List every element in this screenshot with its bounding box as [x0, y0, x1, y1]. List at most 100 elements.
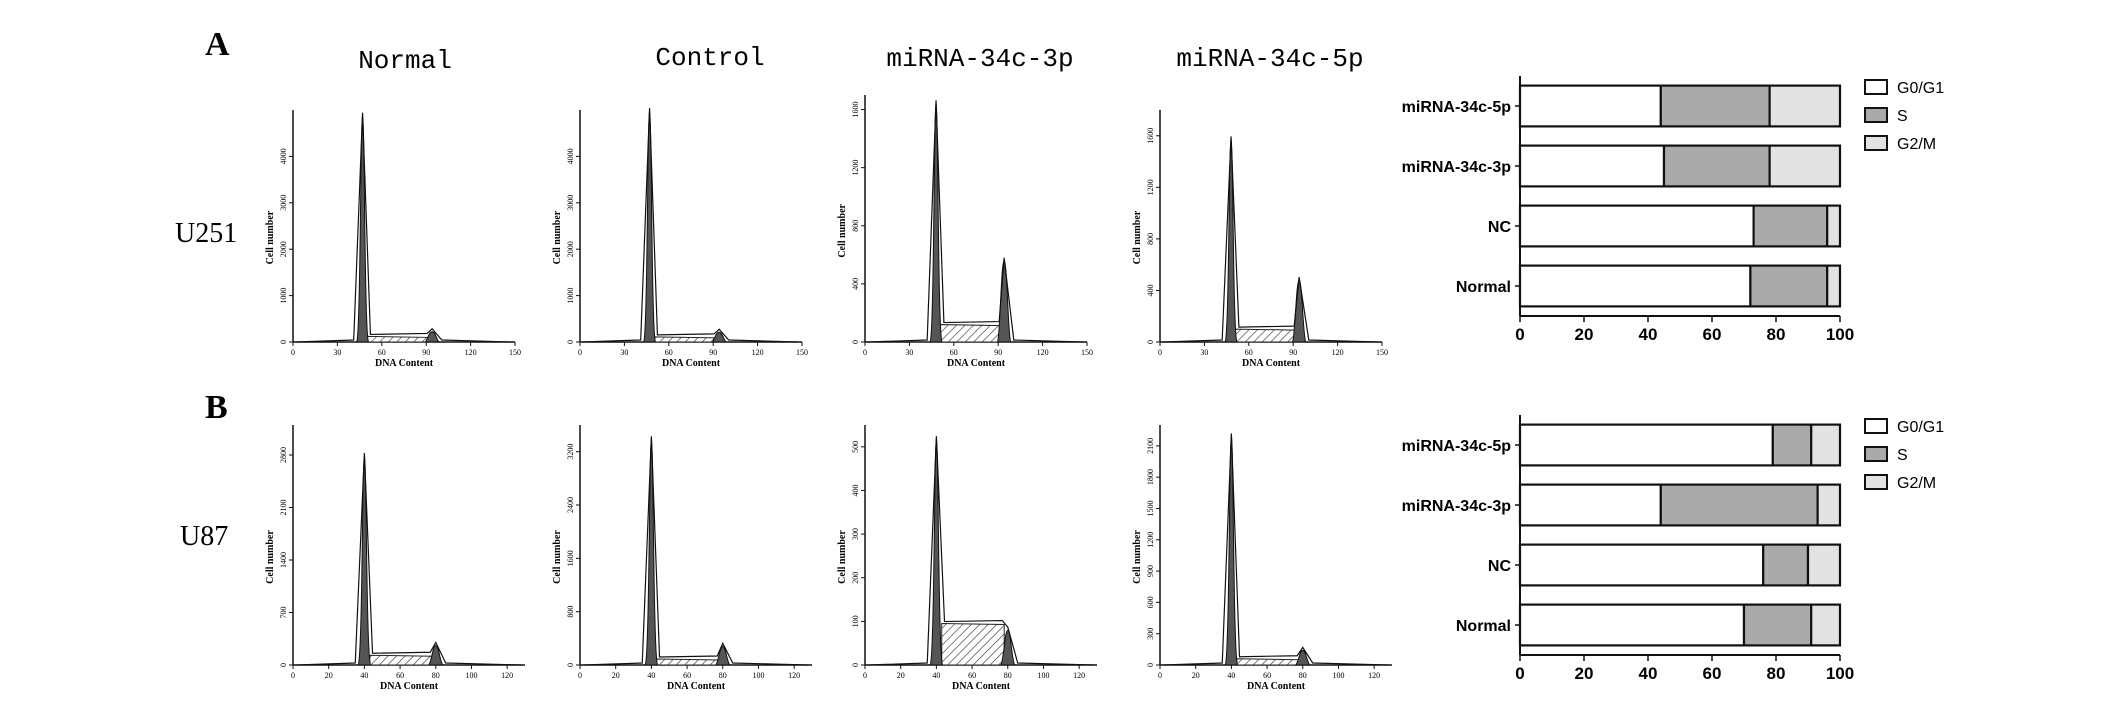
x-tick-label: 60: [1245, 348, 1253, 357]
x-tick-label: 60: [1703, 664, 1722, 683]
x-tick-label: 120: [752, 348, 764, 357]
y-tick-label: 1600: [851, 102, 860, 118]
histogram-u87-mirna-5p: 0 20 40 60 80 100 1200300600900120015001800210…: [1132, 425, 1392, 692]
g2-peak: [424, 331, 440, 343]
bar-segment: [1816, 483, 1842, 527]
g2-peak: [711, 331, 727, 343]
column-title-mirna-3p: miRNA-34c-3p: [886, 44, 1073, 74]
x-tick-label: 120: [1073, 671, 1085, 680]
column-title-mirna-5p: miRNA-34c-5p: [1176, 44, 1363, 74]
y-tick-label: 200: [851, 572, 860, 584]
y-tick-label: 4000: [566, 148, 575, 164]
y-tick-label: 0: [566, 663, 575, 667]
x-tick-label: 30: [620, 348, 628, 357]
x-tick-label: 90: [994, 348, 1002, 357]
legend-swatch: [1864, 107, 1888, 123]
y-tick-label: 0: [279, 340, 288, 344]
x-tick-label: 120: [788, 671, 800, 680]
y-tick-label: 800: [851, 220, 860, 232]
histogram-u87-control: 0 20 40 60 80 100 120 0 800 1600 2400 3200 DNA Conte…: [552, 425, 812, 692]
x-tick-label: 30: [905, 348, 913, 357]
bar-segment: [1762, 543, 1810, 587]
x-tick-label: 150: [796, 348, 808, 357]
y-tick-label: 0: [566, 340, 575, 344]
legend-swatch: [1864, 79, 1888, 95]
y-tick-label: 300: [1146, 628, 1155, 640]
histogram-u87-mirna-3p: 0 20 40 60 80 100 120 0 100 200 300 400 500 DNA Conte…: [837, 425, 1097, 692]
y-axis-label: Cell number: [265, 210, 276, 264]
y-tick-label: 1200: [1146, 532, 1155, 548]
x-tick-label: 90: [709, 348, 717, 357]
x-axis-label: DNA Content: [952, 681, 1011, 692]
y-axis-label: Cell number: [552, 530, 563, 584]
x-tick-label: 0: [1515, 325, 1524, 344]
histogram-u251-normal: 0 30 60 90 120 150 0 1000 2000 3000 4000 DNA Conten…: [265, 110, 521, 369]
bar-segment: [1518, 423, 1774, 467]
y-tick-label: 400: [851, 484, 860, 496]
y-tick-label: 2000: [279, 241, 288, 257]
legend-swatch: [1864, 135, 1888, 151]
bar-segment: [1518, 264, 1752, 308]
y-tick-label: 700: [279, 607, 288, 619]
y-axis-label: Cell number: [1132, 210, 1143, 264]
category-label: NC: [1488, 558, 1512, 575]
legend-label: G2/M: [1897, 136, 1936, 153]
category-label: NC: [1488, 219, 1512, 236]
panel-label-a: A: [205, 26, 230, 63]
x-tick-label: 60: [950, 348, 958, 357]
x-tick-label: 40: [1639, 325, 1658, 344]
y-tick-label: 800: [1146, 233, 1155, 245]
x-tick-label: 0: [1515, 664, 1524, 683]
x-tick-label: 90: [422, 348, 430, 357]
x-tick-label: 0: [291, 671, 295, 680]
y-tick-label: 400: [1146, 284, 1155, 296]
x-tick-label: 60: [665, 348, 673, 357]
x-tick-label: 0: [578, 348, 582, 357]
bar-segment: [1662, 144, 1771, 188]
y-tick-label: 2000: [566, 241, 575, 257]
x-tick-label: 60: [378, 348, 386, 357]
bar-segment: [1752, 204, 1829, 248]
y-tick-label: 2400: [566, 497, 575, 513]
x-tick-label: 60: [968, 671, 976, 680]
x-tick-label: 0: [863, 671, 867, 680]
x-tick-label: 0: [1158, 671, 1162, 680]
x-axis-label: DNA Content: [662, 358, 721, 369]
y-tick-label: 900: [1146, 565, 1155, 577]
legend-swatch: [1864, 474, 1888, 490]
bar-segment: [1826, 264, 1842, 308]
y-tick-label: 0: [1146, 663, 1155, 667]
y-tick-label: 1000: [279, 288, 288, 304]
y-tick-label: 1800: [1146, 469, 1155, 485]
y-tick-label: 1600: [1146, 128, 1155, 144]
x-tick-label: 20: [1192, 671, 1200, 680]
histogram-envelope: [582, 107, 799, 343]
stacked-bar-chart-u87: miRNA-34c-5p miRNA-34c-3p NC Normal 0 20 40 60 8…: [1402, 415, 1944, 683]
x-tick-label: 20: [325, 671, 333, 680]
x-tick-label: 120: [1368, 671, 1380, 680]
x-tick-label: 150: [1376, 348, 1388, 357]
row-label-u251: U251: [175, 218, 237, 249]
x-tick-label: 80: [719, 671, 727, 680]
bar-segment: [1768, 144, 1842, 188]
g2-peak: [427, 644, 444, 666]
row-label-u87: U87: [180, 521, 228, 552]
bar-segment: [1518, 483, 1662, 527]
x-tick-label: 80: [432, 671, 440, 680]
x-tick-label: 150: [509, 348, 521, 357]
histogram-envelope: [867, 100, 1084, 343]
legend-label: S: [1897, 108, 1908, 125]
x-axis-label: DNA Content: [1247, 681, 1306, 692]
y-tick-label: 1200: [1146, 179, 1155, 195]
y-tick-label: 800: [566, 606, 575, 618]
x-tick-label: 100: [1826, 664, 1854, 683]
bar-segment: [1806, 543, 1842, 587]
x-tick-label: 20: [612, 671, 620, 680]
histogram-envelope: [295, 112, 512, 343]
x-tick-label: 100: [1037, 671, 1049, 680]
x-tick-label: 80: [1299, 671, 1307, 680]
legend-label: G0/G1: [1897, 419, 1944, 436]
y-tick-label: 0: [851, 663, 860, 667]
bar-segment: [1749, 264, 1829, 308]
x-axis-label: DNA Content: [375, 358, 434, 369]
